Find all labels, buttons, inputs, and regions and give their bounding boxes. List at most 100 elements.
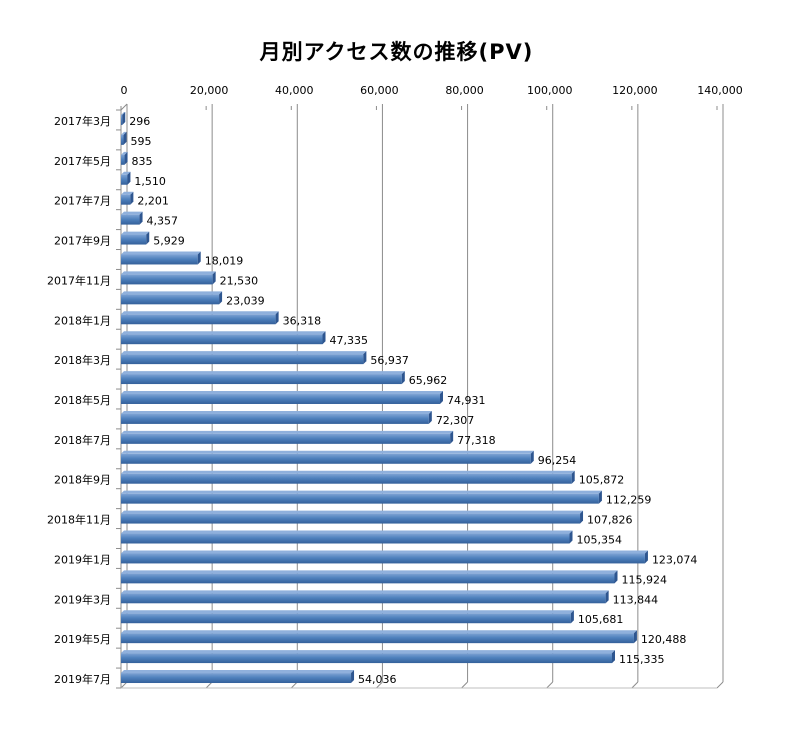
bar-top-face [121, 550, 648, 554]
data-label: 113,844 [613, 593, 659, 606]
bar-top-face [121, 610, 574, 614]
bar-end-face [123, 131, 127, 145]
bar [121, 394, 440, 404]
bar-top-face [121, 450, 534, 454]
bar-top-face [121, 131, 127, 135]
data-label: 21,530 [220, 274, 259, 287]
chart-title: 月別アクセス数の推移(PV) [259, 40, 534, 64]
bar-end-face [363, 351, 367, 365]
data-label: 120,488 [641, 633, 687, 646]
bar [121, 374, 402, 385]
y-tick-label: 2018年9月 [54, 473, 111, 487]
bar-top-face [121, 191, 134, 195]
bar-end-face [571, 470, 575, 484]
bar-top-face [121, 171, 131, 175]
bar [121, 334, 323, 345]
bar [121, 294, 220, 305]
y-tick-label: 2018年7月 [54, 433, 111, 447]
bar-top-face [121, 410, 432, 414]
bar-top-face [121, 151, 128, 155]
bar [121, 114, 123, 125]
bar-end-face [598, 490, 602, 504]
bar-end-face [570, 610, 574, 624]
data-label: 1,510 [134, 175, 166, 188]
bar-top-face [121, 231, 150, 235]
bar-top-face [121, 271, 216, 275]
bar-end-face [197, 251, 201, 265]
bar [121, 254, 198, 265]
y-tick-label: 2017年9月 [54, 234, 111, 248]
bar-top-face [121, 111, 126, 115]
bar-end-face [127, 171, 131, 185]
y-tick-label: 2019年1月 [54, 552, 111, 566]
bar-top-face [121, 470, 575, 474]
data-label: 105,354 [577, 534, 623, 547]
bar-end-face [450, 430, 454, 444]
x-gridline-depth [716, 681, 724, 689]
bar-end-face [124, 151, 128, 165]
bar [121, 493, 599, 504]
data-label: 56,937 [370, 354, 409, 367]
data-label: 123,074 [652, 553, 698, 566]
y-tick-label: 2018年11月 [47, 513, 111, 527]
bar-top-face [121, 211, 143, 215]
bar-top-face [121, 590, 609, 594]
bar-top-face [121, 650, 615, 654]
bar-end-face [322, 331, 326, 345]
bar [121, 433, 451, 444]
data-label: 96,254 [538, 454, 577, 467]
bar [121, 134, 124, 145]
data-labels: 296 595 835 1,510 2,201 4,357 5,929 18,019 21,53… [129, 115, 697, 686]
data-label: 115,335 [619, 653, 665, 666]
y-tick-label: 2017年7月 [54, 194, 111, 208]
bar-end-face [530, 450, 534, 464]
data-label: 105,681 [578, 613, 624, 626]
bar-end-face [644, 550, 648, 564]
bar-top-face [121, 510, 584, 514]
bar [121, 633, 634, 644]
y-axis-depth [120, 103, 128, 111]
bar-end-face [401, 371, 405, 385]
bar-end-face [130, 191, 134, 205]
bar [121, 553, 645, 564]
x-tick-label: 0 [121, 84, 128, 97]
y-tick-label: 2017年3月 [54, 114, 111, 128]
bar-top-face [121, 430, 454, 434]
bar [121, 274, 213, 285]
y-tick-label: 2018年5月 [54, 393, 111, 407]
data-label: 595 [131, 135, 152, 148]
data-label: 112,259 [606, 494, 652, 507]
bar-top-face [121, 371, 405, 375]
x-gridline-depth [631, 681, 639, 689]
bar-top-face [121, 670, 355, 674]
bar [121, 533, 570, 544]
bar-end-face [428, 410, 432, 424]
y-tick-label: 2018年1月 [54, 313, 111, 327]
bar [121, 413, 429, 424]
bar-end-face [439, 391, 443, 404]
x-tick-label: 140,000 [697, 84, 743, 97]
bar-top-face [121, 630, 637, 634]
bar-end-face [614, 570, 618, 584]
bar-top-face [121, 490, 602, 494]
bar [121, 473, 572, 484]
bar-end-face [212, 271, 216, 285]
y-tick-label: 2019年5月 [54, 632, 111, 646]
y-tick-label: 2018年3月 [54, 353, 111, 367]
x-gridline-depth [376, 681, 383, 689]
bar-end-face [139, 211, 143, 225]
data-label: 74,931 [447, 394, 486, 407]
bar-end-face [351, 670, 355, 684]
bar-end-face [122, 111, 126, 125]
bar [121, 194, 131, 205]
data-label: 296 [129, 115, 150, 128]
bar [121, 573, 615, 584]
bar-end-face [275, 311, 279, 325]
bar-top-face [121, 351, 367, 355]
bar-end-face [219, 291, 223, 305]
bar [121, 513, 581, 524]
data-label: 47,335 [330, 334, 369, 347]
data-label: 105,872 [579, 474, 625, 487]
bar-top-face [121, 530, 573, 534]
axes: 0 20,000 40,000 60,000 80,000 100,000 120,000 1… [47, 84, 743, 689]
